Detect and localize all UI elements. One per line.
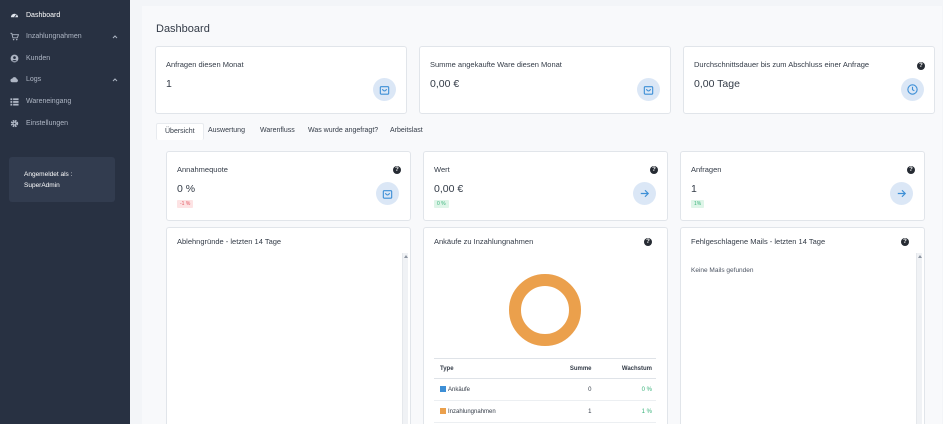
shopping-bag-icon xyxy=(637,78,660,101)
row-sum: 0 xyxy=(550,378,592,401)
cloud-icon xyxy=(10,77,18,83)
list-icon xyxy=(10,98,19,106)
sidebar-item-logs[interactable]: Logs xyxy=(0,72,130,88)
panel-title: Ablehngründe - letzten 14 Tage xyxy=(177,237,282,246)
shopping-bag-icon xyxy=(373,78,396,101)
help-icon[interactable]: ? xyxy=(393,166,401,174)
panel-purchases: Ankäufe zu Inzahlungnahmen ? Type Summe … xyxy=(423,227,668,424)
tab-was-wurde-angefragt[interactable]: Was wurde angefragt? xyxy=(308,127,379,134)
column-header: Wachstum xyxy=(591,358,656,379)
column-header: Summe xyxy=(550,358,592,379)
sidebar-item-wareneingang[interactable]: Wareneingang xyxy=(0,94,130,110)
tab-auswertung[interactable]: Auswertung xyxy=(208,127,245,134)
trend-badge: 0 % xyxy=(434,200,449,208)
help-icon[interactable]: ? xyxy=(901,238,909,246)
user-icon xyxy=(10,54,19,63)
sidebar-item-einstellungen[interactable]: Einstellungen xyxy=(0,116,130,132)
column-header: Type xyxy=(434,358,551,379)
tab-warenfluss[interactable]: Warenfluss xyxy=(260,127,295,134)
card-value: 0,00 Tage xyxy=(694,78,740,90)
dashboard-icon xyxy=(10,13,19,18)
card-value: 0,00 € xyxy=(434,183,464,195)
clock-icon xyxy=(901,78,924,101)
chevron-up-icon xyxy=(112,35,118,39)
card-value: 0,00 € xyxy=(430,78,460,90)
card-title: Anfragen xyxy=(691,165,722,174)
table-row: Inzahlungnahmen 1 1 % xyxy=(434,400,656,423)
trend-badge: 1% xyxy=(691,200,705,208)
scrollbar[interactable] xyxy=(916,253,922,424)
donut-slice-inzahlungnahmen[interactable] xyxy=(509,274,581,346)
panel-title: Fehlgeschlagene Mails - letzten 14 Tage xyxy=(691,237,826,246)
donut-chart xyxy=(509,274,581,346)
sidebar: Dashboard Inzahlungnahmen Kunden Logs Wa… xyxy=(0,0,130,424)
login-label: Angemeldet als : xyxy=(24,171,73,178)
card-value: 1 xyxy=(691,183,697,195)
stat-card-anfragen: Anfragen ? 1 1% xyxy=(680,151,925,221)
sidebar-item-dashboard[interactable]: Dashboard xyxy=(0,8,130,24)
summary-card-duration: Durchschnittsdauer bis zum Abschluss ein… xyxy=(683,46,935,114)
help-icon[interactable]: ? xyxy=(644,238,652,246)
empty-state-text: Keine Mails gefunden xyxy=(691,267,754,274)
shopping-bag-icon xyxy=(376,182,399,205)
panel-title: Ankäufe zu Inzahlungnahmen xyxy=(434,237,534,246)
card-value: 1 xyxy=(166,78,172,90)
login-info: Angemeldet als : SuperAdmin xyxy=(9,157,115,202)
sidebar-item-inzahlungnahmen[interactable]: Inzahlungnahmen xyxy=(0,29,130,45)
panel-failed-mails: Fehlgeschlagene Mails - letzten 14 Tage … xyxy=(680,227,925,424)
summary-card-sum: Summe angekaufte Ware diesen Monat 0,00 … xyxy=(419,46,671,114)
row-growth: 1 % xyxy=(591,400,656,423)
panel-rejection-reasons: Ablehngründe - letzten 14 Tage xyxy=(166,227,411,424)
sidebar-item-label: Inzahlungnahmen xyxy=(26,33,82,40)
card-title: Wert xyxy=(434,165,450,174)
card-title: Anfragen diesen Monat xyxy=(166,60,244,69)
scrollbar[interactable] xyxy=(402,253,408,424)
sidebar-item-label: Kunden xyxy=(26,55,51,62)
row-growth: 0 % xyxy=(591,378,656,401)
card-title: Annahmequote xyxy=(177,165,228,174)
table-row: Ankäufe 0 0 % xyxy=(434,378,656,401)
legend-swatch xyxy=(440,408,446,414)
card-value: 0 % xyxy=(177,183,196,195)
card-title: Summe angekaufte Ware diesen Monat xyxy=(430,60,562,69)
gear-icon xyxy=(10,119,19,128)
sidebar-item-label: Einstellungen xyxy=(26,120,69,127)
sidebar-item-label: Logs xyxy=(26,76,42,83)
stat-card-wert: Wert ? 0,00 € 0 % xyxy=(423,151,668,221)
help-icon[interactable]: ? xyxy=(917,62,925,70)
sidebar-item-label: Dashboard xyxy=(26,12,61,19)
stat-card-annahmequote: Annahmequote ? 0 % -1 % xyxy=(166,151,411,221)
arrow-right-icon[interactable] xyxy=(890,182,913,205)
purchases-table: Type Summe Wachstum Ankäufe 0 0 % Inzahl… xyxy=(434,358,656,423)
page-title: Dashboard xyxy=(156,23,210,35)
help-icon[interactable]: ? xyxy=(650,166,658,174)
card-title: Durchschnittsdauer bis zum Abschluss ein… xyxy=(694,60,870,69)
sidebar-item-kunden[interactable]: Kunden xyxy=(0,51,130,67)
row-type: Ankäufe xyxy=(448,387,471,393)
trend-badge: -1 % xyxy=(177,200,194,208)
help-icon[interactable]: ? xyxy=(907,166,915,174)
login-username: SuperAdmin xyxy=(24,182,60,189)
tab-uebersicht[interactable]: Übersicht xyxy=(156,123,204,140)
legend-swatch xyxy=(440,386,446,392)
arrow-right-icon[interactable] xyxy=(633,182,656,205)
row-type: Inzahlungnahmen xyxy=(448,409,496,415)
row-sum: 1 xyxy=(550,400,592,423)
tab-arbeitslast[interactable]: Arbeitslast xyxy=(390,127,423,134)
chevron-up-icon xyxy=(112,78,118,82)
summary-card-requests: Anfragen diesen Monat 1 xyxy=(155,46,407,114)
sidebar-item-label: Wareneingang xyxy=(26,98,72,105)
cart-icon xyxy=(10,32,19,41)
